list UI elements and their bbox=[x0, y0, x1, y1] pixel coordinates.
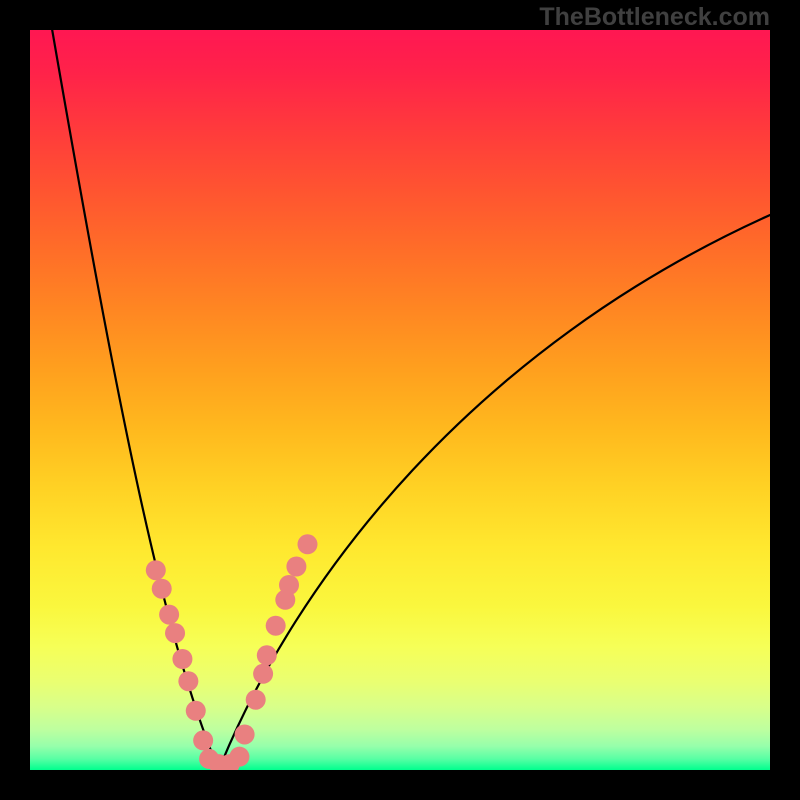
marker-point bbox=[257, 645, 277, 665]
marker-point bbox=[253, 664, 273, 684]
marker-point bbox=[298, 534, 318, 554]
marker-point bbox=[146, 560, 166, 580]
marker-point bbox=[178, 671, 198, 691]
marker-point bbox=[152, 579, 172, 599]
marker-point bbox=[172, 649, 192, 669]
gradient-background bbox=[30, 30, 770, 770]
watermark-text: TheBottleneck.com bbox=[539, 3, 770, 32]
marker-point bbox=[186, 701, 206, 721]
marker-point bbox=[235, 724, 255, 744]
marker-point bbox=[286, 557, 306, 577]
marker-point bbox=[159, 605, 179, 625]
marker-point bbox=[193, 730, 213, 750]
marker-point bbox=[266, 616, 286, 636]
marker-point bbox=[165, 623, 185, 643]
chart-plot-area bbox=[30, 30, 770, 770]
marker-point bbox=[229, 747, 249, 767]
marker-point bbox=[246, 690, 266, 710]
marker-point bbox=[279, 575, 299, 595]
